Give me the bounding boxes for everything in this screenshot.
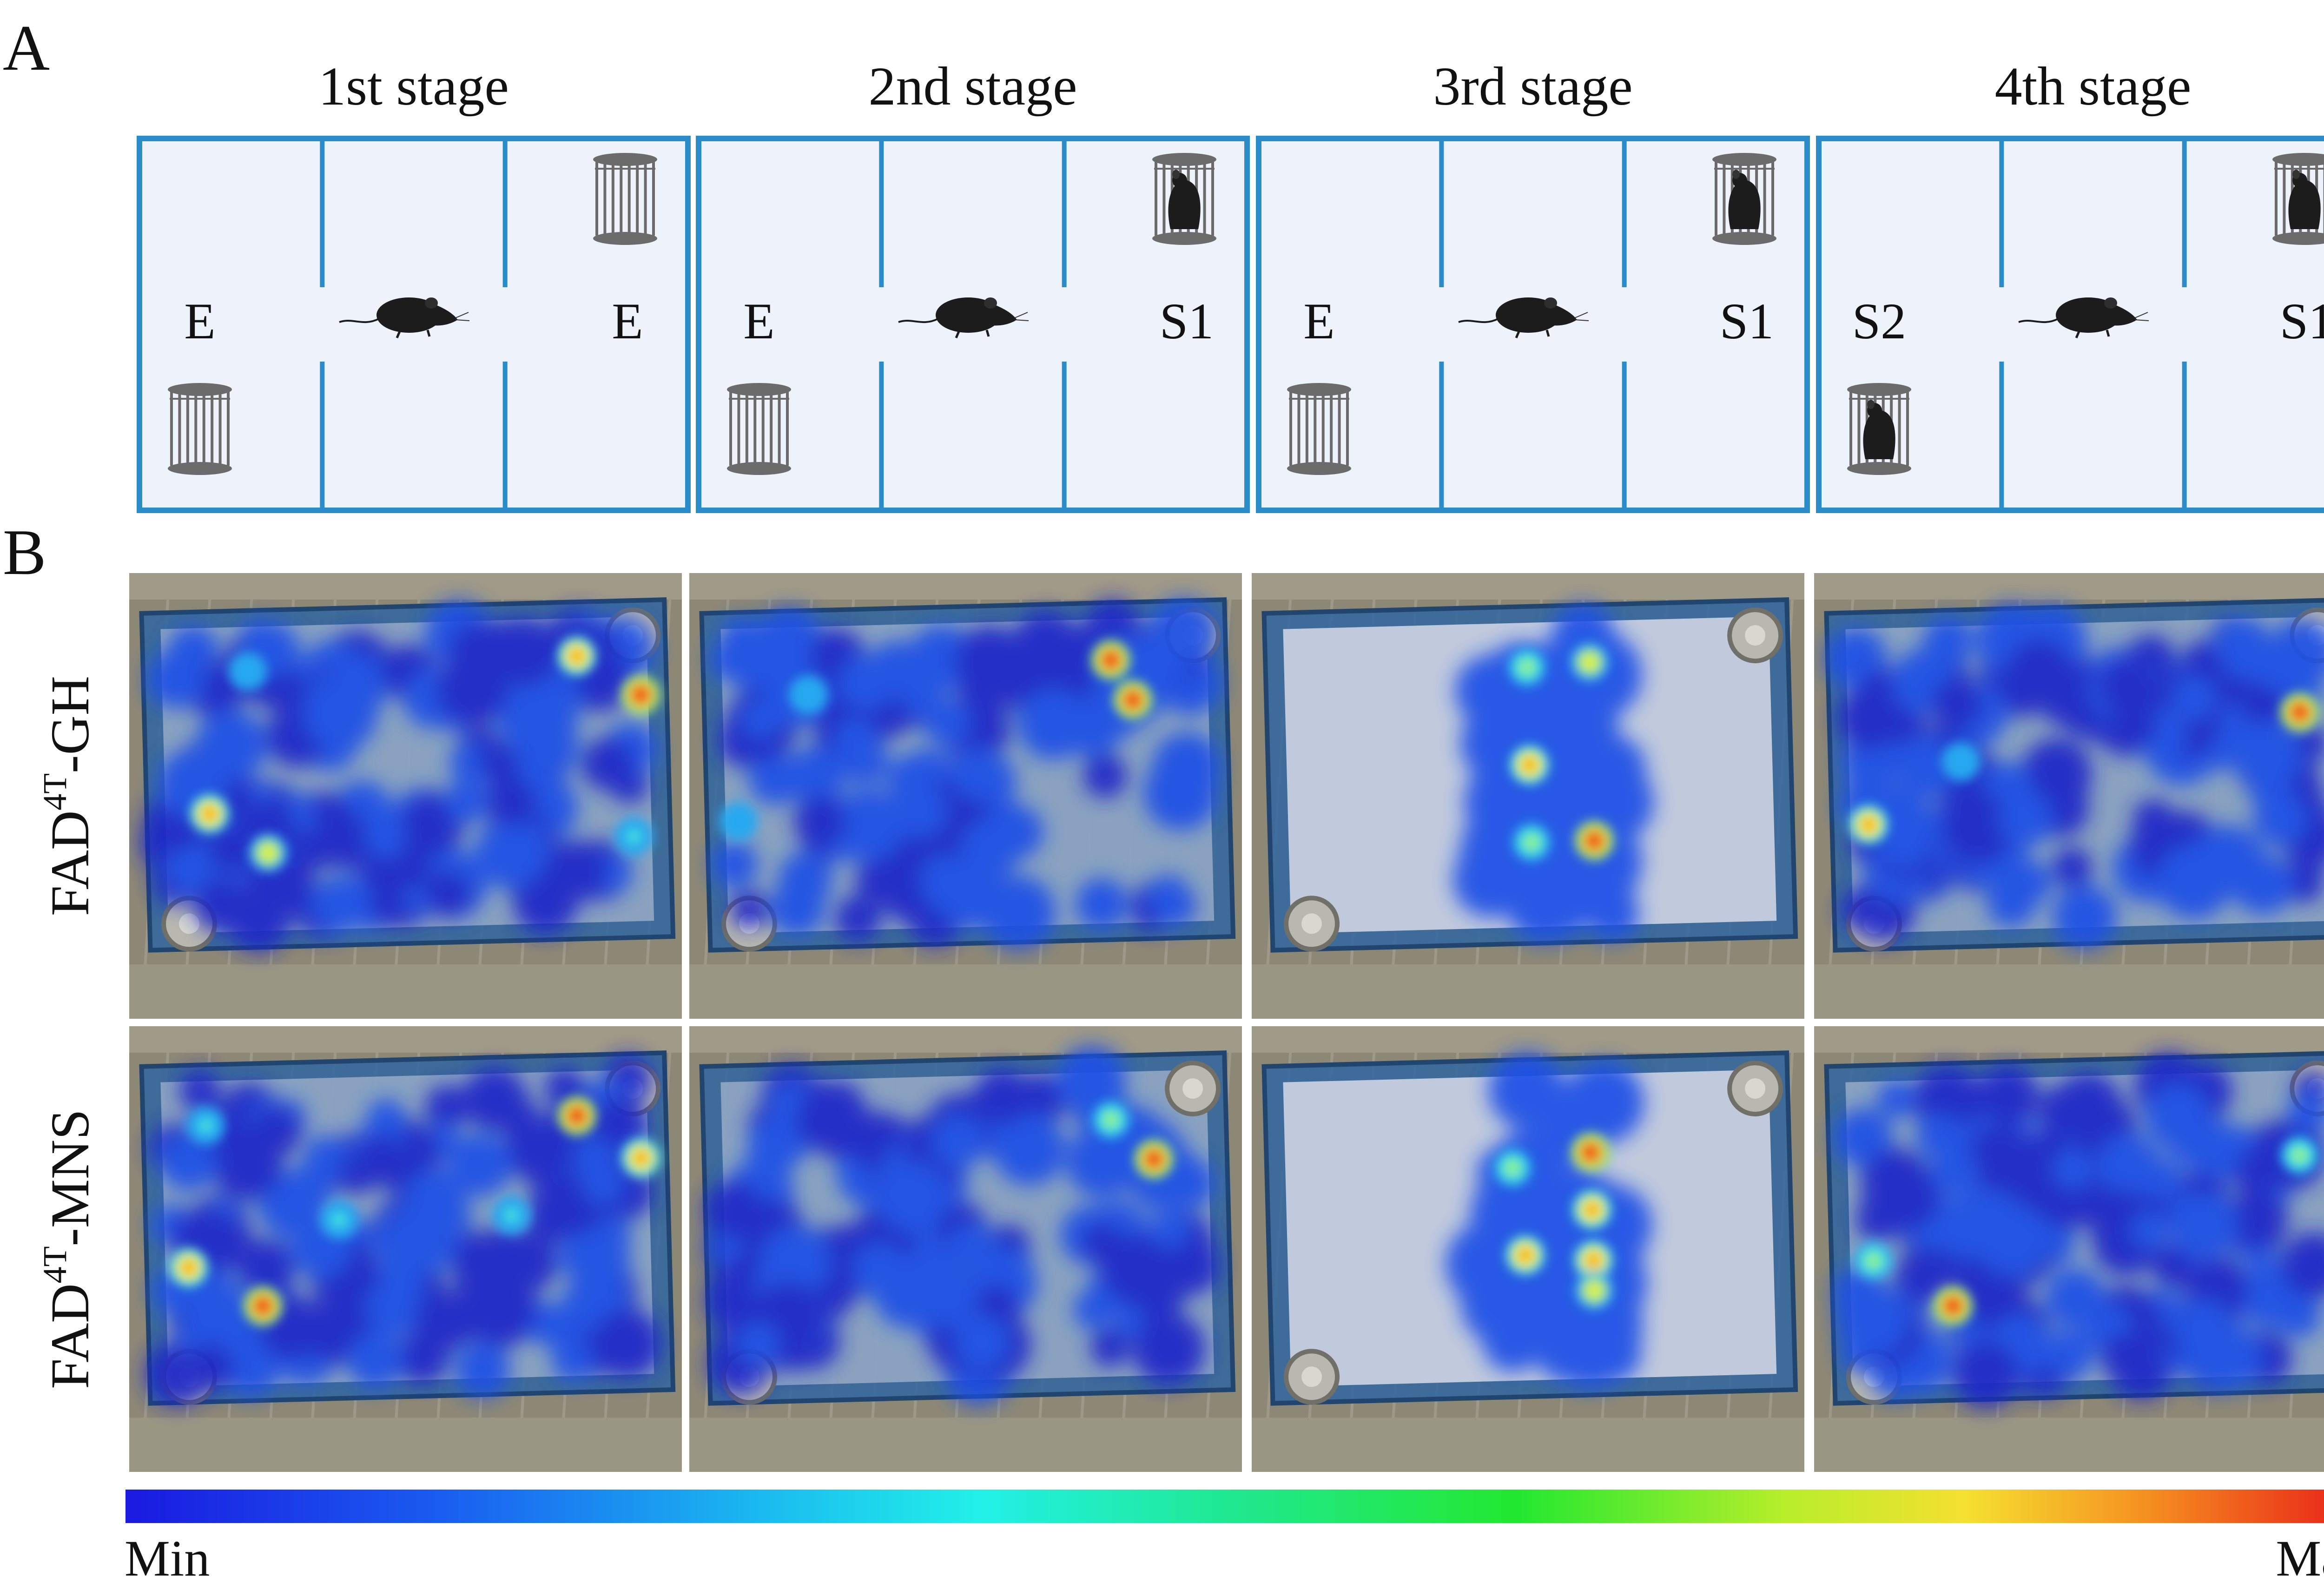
heatmap-overlay (1833, 1052, 2324, 1408)
stage-title-3: 3rd stage (1433, 56, 1632, 117)
heatmap-overlay (145, 1054, 662, 1406)
heatmap-hotspots (190, 636, 660, 872)
occupied-cage-icon (1847, 383, 1911, 475)
left-chamber-label: E (1303, 293, 1334, 350)
heatmap-overlay (709, 599, 1222, 950)
heatmap-hotspots (1493, 1133, 1614, 1310)
heatmap-photo-r1-c1 (126, 570, 685, 1022)
right-chamber-label: S1 (1160, 293, 1214, 350)
empty-cage-icon (168, 383, 232, 475)
arena-diagrams: E E E S1 E S1 S2 S1 (137, 136, 2324, 513)
heatmap-hotspots (169, 1096, 660, 1326)
heatmap-photo-r1-c3 (1249, 570, 1807, 1022)
occupied-cage-icon (1152, 153, 1216, 245)
caged-mouse-icon (1168, 180, 1201, 229)
heatmap-photo-r1-c4 (1811, 570, 2324, 1022)
empty-cage-icon (1287, 383, 1351, 475)
stage-title-2: 2nd stage (869, 56, 1077, 117)
arena-stage-2: E S1 (696, 136, 1250, 513)
occupied-cage-icon (2272, 153, 2324, 245)
arena-stage-4: S2 S1 (1816, 136, 2324, 513)
colorbar (125, 1490, 2324, 1523)
arena-stage-3: E S1 (1256, 136, 1810, 513)
stage-title-4: 4th stage (1995, 56, 2192, 117)
left-chamber-label: S2 (1852, 293, 1906, 350)
heatmap-photo-r2-c1 (126, 1023, 685, 1475)
heatmap-photo-r2-c3 (1249, 1023, 1807, 1475)
row-labels: FAD4T-GH FAD4T-MNS (36, 676, 100, 1389)
heatmap-hotspots (1854, 1135, 2319, 1326)
colorbar-min-label: Min (125, 1530, 210, 1587)
right-chamber-label: E (612, 293, 643, 350)
heatmap-hotspots (1091, 1100, 1174, 1179)
heatmap-overlay (1825, 603, 2324, 949)
caged-mouse-icon (2288, 180, 2321, 229)
right-chamber-label: S1 (2280, 293, 2324, 350)
stage-titles: 1st stage 2nd stage 3rd stage 4th stage (318, 56, 2191, 117)
empty-cage-icon (593, 153, 657, 245)
panel-label-a: A (3, 12, 50, 84)
row-label-2: FAD4T-MNS (36, 1109, 100, 1389)
left-chamber-label: E (743, 293, 774, 350)
heatmap-hotspots (1507, 642, 1614, 862)
occupied-cage-icon (1712, 153, 1776, 245)
heatmap-overlay (139, 600, 658, 952)
panel-label-b: B (3, 516, 46, 588)
caged-mouse-icon (1728, 180, 1761, 229)
heatmap-photo-r2-c2 (687, 1023, 1245, 1475)
left-chamber-label: E (184, 293, 215, 350)
heatmap-overlay (704, 1045, 1221, 1405)
mouse-icon (1458, 297, 1589, 338)
heatmap-photo-r1-c2 (687, 570, 1245, 1022)
heatmap-grid (126, 570, 2324, 1475)
empty-cage-icon (727, 383, 791, 475)
heatmap-hotspots (1849, 692, 2319, 844)
right-chamber-label: S1 (1720, 293, 1774, 350)
mouse-icon (898, 297, 1029, 338)
heatmap-photo-r2-c4 (1811, 1023, 2324, 1475)
stage-title-1: 1st stage (318, 56, 509, 117)
row-label-1: FAD4T-GH (36, 676, 100, 916)
mouse-icon (2018, 297, 2149, 338)
heatmap-hotspots (719, 640, 1153, 841)
colorbar-max-label: Max (2276, 1530, 2324, 1587)
caged-mouse-icon (1863, 410, 1895, 459)
mouse-icon (339, 297, 470, 338)
